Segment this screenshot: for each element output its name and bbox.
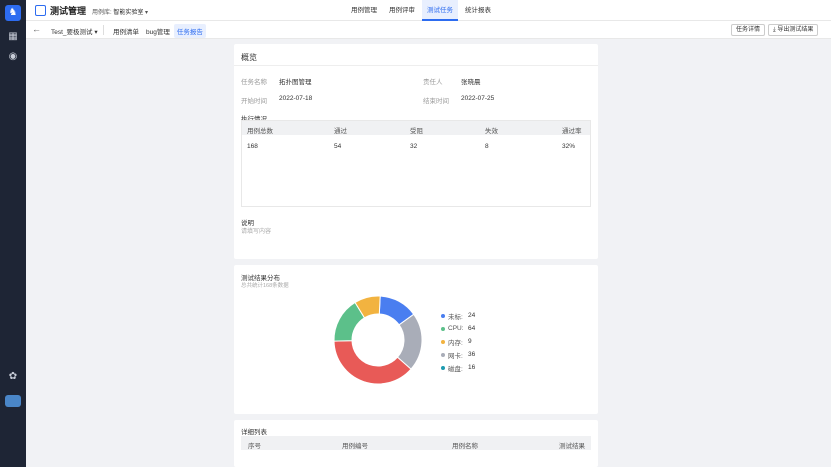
val-failed: 8	[485, 143, 489, 150]
val-total: 168	[247, 143, 258, 150]
tab-case-list[interactable]: 用例清单	[113, 29, 139, 36]
description-input[interactable]: 请填写内容	[241, 229, 272, 235]
legend-dot-icon	[441, 352, 445, 357]
legend-value: 16	[468, 364, 476, 371]
legend-label: 内存:	[448, 339, 463, 347]
library-value: 智能实验室	[113, 10, 144, 16]
legend-label: 网卡:	[448, 352, 463, 360]
export-results-button[interactable]: ⤓ 导出测试结果	[768, 24, 819, 36]
legend-item[interactable]: 网卡: 36	[441, 348, 475, 361]
chevron-down-icon: ▾	[145, 10, 149, 16]
legend-label: 未标:	[448, 313, 463, 321]
donut-chart	[333, 295, 423, 385]
legend-dot-icon	[441, 326, 445, 331]
legend-item[interactable]: 未标: 24	[441, 309, 475, 322]
top-header: 测试管理 用例库: 智能实验室 ▾ 用例管理 用例评审 测试任务 统计报表	[26, 0, 831, 21]
divider	[103, 25, 104, 35]
back-arrow-icon[interactable]: ←	[32, 24, 41, 34]
left-rail: ♞ ▦ ◉ ✿	[0, 0, 26, 467]
chevron-down-icon: ▾	[94, 29, 98, 36]
slice-cpu[interactable]	[333, 340, 412, 385]
legend-item[interactable]: 内存: 9	[441, 335, 475, 348]
distribution-card: 测试结果分布 总共统计168条数据 未标: 24 CPU: 64 内存: 9 网卡: 36 磁盘…	[234, 265, 598, 414]
execution-stats-table: 用例总数 通过 受阻 失效 通过率 168 54 32 8 32%	[241, 120, 591, 207]
app-title: 测试管理	[50, 6, 87, 16]
legend-item[interactable]: 磁盘: 16	[441, 361, 475, 374]
task-detail-button[interactable]: 任务详情	[731, 24, 766, 36]
col-passed: 通过	[334, 128, 347, 135]
val-pass-rate: 32%	[562, 143, 576, 150]
library-label: 用例库:	[92, 10, 112, 16]
overview-title: 概览	[241, 53, 257, 62]
circle-icon[interactable]: ◉	[8, 51, 18, 62]
app-icon	[35, 5, 46, 16]
library-selector[interactable]: 用例库: 智能实验室 ▾	[92, 7, 148, 16]
nav-case-review[interactable]: 用例评审	[389, 7, 415, 14]
sub-tabs: 用例清单 bug管理 任务报告	[110, 24, 207, 38]
col-test-result: 测试结果	[559, 443, 585, 450]
owner-field: 责任人 张晓晨	[423, 76, 481, 86]
detail-title: 详细列表	[241, 429, 267, 436]
col-failed: 失效	[485, 128, 498, 135]
table-header: 用例总数 通过 受阻 失效 通过率	[242, 121, 590, 135]
col-case-id: 用例编号	[342, 443, 368, 450]
task-name-field: 任务名称 拓扑图管理	[241, 76, 312, 86]
slice-disk[interactable]	[354, 295, 381, 319]
legend-value: 24	[468, 312, 476, 319]
settings-icon[interactable]: ✿	[8, 371, 18, 382]
avatar[interactable]	[5, 395, 21, 407]
distribution-title: 测试结果分布	[241, 275, 280, 282]
description-label: 说明	[241, 220, 254, 227]
owner-label: 责任人	[423, 79, 443, 86]
legend-value: 36	[468, 351, 476, 358]
distribution-subtitle: 总共统计168条数据	[241, 283, 289, 289]
legend-label: 磁盘:	[448, 365, 463, 373]
legend-value: 64	[468, 325, 476, 332]
legend-label: CPU:	[448, 325, 464, 332]
detail-table-header: 序号 用例编号 用例名称 测试结果	[241, 436, 591, 450]
legend-dot-icon	[441, 365, 445, 370]
end-time-field: 结束时间 2022-07-25	[423, 95, 494, 105]
legend-value: 9	[468, 338, 472, 345]
execution-label: 执行情况	[241, 116, 267, 123]
col-index: 序号	[248, 443, 261, 450]
legend-dot-icon	[441, 313, 445, 318]
detail-list-card: 详细列表 序号 用例编号 用例名称 测试结果	[234, 420, 598, 467]
logo-icon[interactable]: ♞	[5, 5, 21, 21]
legend-dot-icon	[441, 339, 445, 344]
val-passed: 54	[334, 143, 342, 150]
task-name-label: 任务名称	[241, 79, 267, 86]
chart-legend: 未标: 24 CPU: 64 内存: 9 网卡: 36 磁盘: 16	[441, 309, 475, 374]
col-total: 用例总数	[247, 128, 273, 135]
nav-case-management[interactable]: 用例管理	[351, 7, 377, 14]
val-blocked: 32	[410, 143, 418, 150]
task-name-value: 拓扑图管理	[279, 79, 312, 86]
tab-task-report[interactable]: 任务报告	[173, 24, 206, 38]
legend-item[interactable]: CPU: 64	[441, 322, 475, 335]
export-results-label: 导出测试结果	[777, 27, 814, 33]
start-time-field: 开始时间 2022-07-18	[241, 95, 312, 105]
tab-bug-management[interactable]: bug管理	[146, 29, 170, 36]
task-selector[interactable]: Test_要极测试 ▾	[51, 26, 98, 36]
end-time-value: 2022-07-25	[461, 95, 495, 102]
sub-toolbar: ← Test_要极测试 ▾ 用例清单 bug管理 任务报告 任务详情 ⤓ 导出测…	[26, 21, 831, 39]
col-case-name: 用例名称	[452, 443, 478, 450]
end-time-label: 结束时间	[423, 98, 449, 105]
nav-test-tasks[interactable]: 测试任务	[422, 0, 458, 21]
col-pass-rate: 通过率	[562, 128, 582, 135]
apps-icon[interactable]: ▦	[8, 31, 18, 42]
col-blocked: 受阻	[410, 128, 423, 135]
start-time-label: 开始时间	[241, 98, 267, 105]
download-icon: ⤓	[773, 27, 776, 33]
main-nav: 用例管理 用例评审 测试任务 统计报表	[346, 0, 498, 21]
divider	[234, 65, 598, 66]
task-name: Test_要极测试	[51, 29, 93, 36]
start-time-value: 2022-07-18	[279, 95, 313, 102]
overview-card: 概览 任务名称 拓扑图管理 责任人 张晓晨 开始时间 2022-07-18 结束…	[234, 44, 598, 259]
nav-statistics[interactable]: 统计报表	[465, 7, 491, 14]
owner-value: 张晓晨	[461, 79, 481, 86]
